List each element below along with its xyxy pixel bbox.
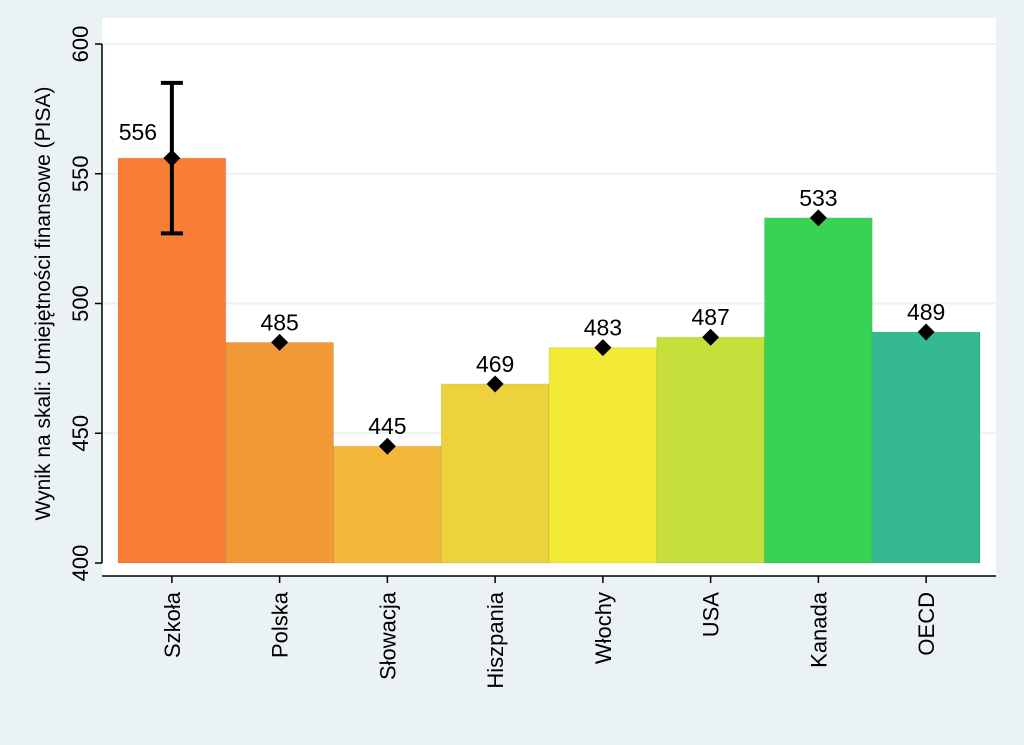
x-tick-label-6: Kanada — [806, 591, 831, 668]
bar-2 — [333, 445, 442, 564]
data-label-7: 489 — [907, 299, 945, 325]
data-label-4: 483 — [584, 315, 622, 341]
bar-6 — [764, 217, 873, 564]
data-label-5: 487 — [691, 304, 729, 330]
data-label-1: 485 — [260, 309, 298, 335]
bar-4 — [548, 347, 658, 564]
y-tick-label-450: 450 — [68, 415, 93, 452]
y-tick-label-600: 600 — [68, 26, 93, 63]
y-tick-label-500: 500 — [68, 285, 93, 322]
x-tick-label-3: Hiszpania — [483, 591, 508, 688]
data-label-0: 556 — [119, 119, 157, 145]
marker-2 — [378, 437, 396, 455]
marker-5 — [702, 328, 720, 346]
bar-3 — [440, 383, 550, 564]
marker-3 — [486, 375, 504, 393]
bar-1 — [225, 341, 334, 564]
x-tick-label-1: Polska — [268, 591, 293, 658]
marker-4 — [594, 339, 612, 357]
x-tick-label-0: Szkoła — [160, 591, 185, 658]
data-label-6: 533 — [799, 185, 837, 211]
marker-0 — [163, 149, 181, 167]
y-tick-label-400: 400 — [68, 545, 93, 582]
x-tick-label-7: OECD — [914, 592, 939, 656]
markers — [163, 149, 935, 455]
marker-1 — [271, 333, 289, 351]
axes: Szkoła Polska Słowacja Hiszpania Włochy USA Ka… — [68, 26, 996, 689]
marker-7 — [917, 323, 935, 341]
x-tick-label-4: Włochy — [591, 592, 616, 664]
x-tick-label-2: Słowacja — [375, 591, 400, 680]
x-tick-label-5: USA — [699, 592, 724, 638]
value-labels: 556 485 445 469 483 487 533 489 — [119, 119, 946, 439]
data-label-2: 445 — [368, 413, 406, 439]
marker-6 — [809, 209, 827, 227]
data-label-3: 469 — [476, 351, 514, 377]
y-axis-title: Wynik na skali: Umiejętności finansowe (… — [32, 87, 55, 521]
y-tick-label-550: 550 — [68, 155, 93, 192]
bar-5 — [656, 336, 765, 564]
bar-7 — [871, 331, 981, 564]
